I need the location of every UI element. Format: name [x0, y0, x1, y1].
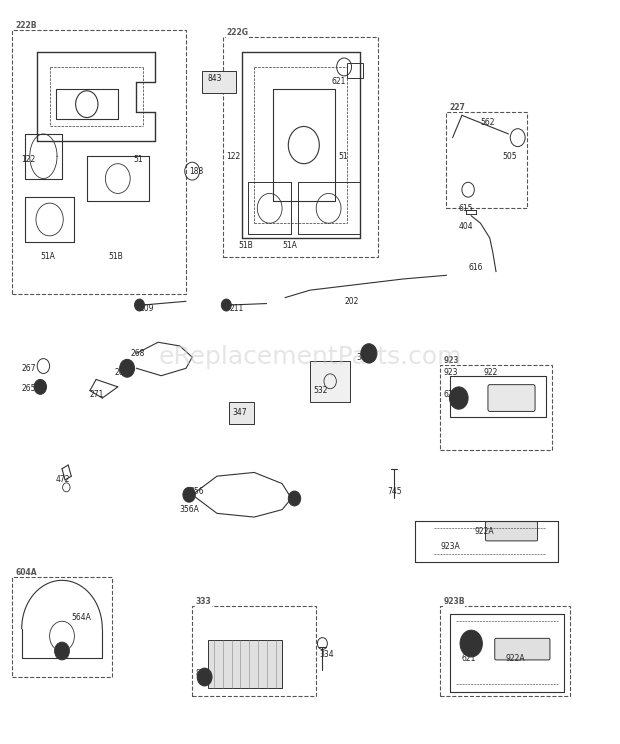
Text: 562: 562 — [480, 118, 495, 127]
Text: 745: 745 — [388, 487, 402, 496]
Text: 211: 211 — [229, 304, 244, 313]
FancyBboxPatch shape — [488, 385, 535, 411]
Text: 271: 271 — [90, 390, 104, 399]
Text: 923: 923 — [443, 356, 459, 365]
Circle shape — [450, 387, 468, 409]
Circle shape — [135, 299, 144, 311]
FancyBboxPatch shape — [310, 361, 350, 402]
Text: 923B: 923B — [443, 597, 465, 606]
Circle shape — [361, 344, 377, 363]
Text: 532: 532 — [313, 386, 327, 395]
Text: 222G: 222G — [226, 28, 248, 37]
Text: 269: 269 — [115, 368, 129, 376]
Text: 209: 209 — [140, 304, 154, 313]
Text: 604A: 604A — [16, 568, 37, 577]
Text: 341: 341 — [356, 353, 371, 362]
Circle shape — [221, 299, 231, 311]
Text: 334: 334 — [319, 650, 334, 659]
Text: 267: 267 — [22, 364, 36, 373]
FancyBboxPatch shape — [202, 71, 236, 93]
FancyBboxPatch shape — [208, 640, 282, 688]
Text: 222B: 222B — [16, 21, 37, 30]
Text: 188: 188 — [189, 167, 203, 176]
Circle shape — [460, 630, 482, 657]
Text: 51A: 51A — [282, 241, 297, 250]
Text: 356: 356 — [189, 487, 204, 496]
Text: 51B: 51B — [239, 241, 254, 250]
FancyBboxPatch shape — [229, 402, 254, 424]
Text: 51B: 51B — [108, 252, 123, 261]
Text: 202: 202 — [344, 297, 358, 306]
Circle shape — [34, 379, 46, 394]
Text: 505: 505 — [502, 152, 517, 161]
Text: 621: 621 — [443, 390, 458, 399]
Text: eReplacementParts.com: eReplacementParts.com — [158, 345, 462, 369]
Text: 621: 621 — [462, 654, 476, 663]
Text: 922A: 922A — [474, 527, 494, 536]
Text: 51: 51 — [338, 152, 348, 161]
Text: 851: 851 — [195, 669, 210, 678]
Circle shape — [120, 359, 135, 377]
Text: 356A: 356A — [180, 505, 200, 514]
Text: 564A: 564A — [71, 613, 91, 622]
Text: 843: 843 — [208, 74, 222, 83]
Text: 615: 615 — [459, 204, 473, 213]
Circle shape — [197, 668, 212, 686]
Text: 122: 122 — [226, 152, 241, 161]
Text: 51: 51 — [133, 155, 143, 164]
Text: 265: 265 — [22, 384, 36, 393]
Circle shape — [288, 491, 301, 506]
Text: 268: 268 — [130, 349, 144, 358]
Text: 621: 621 — [332, 77, 346, 86]
FancyBboxPatch shape — [485, 522, 538, 541]
Text: 923A: 923A — [440, 542, 460, 551]
Text: 227: 227 — [450, 103, 466, 112]
Text: 333: 333 — [195, 597, 211, 606]
FancyBboxPatch shape — [495, 638, 550, 660]
Text: 923: 923 — [443, 368, 458, 376]
Text: 347: 347 — [232, 408, 247, 417]
Text: 404: 404 — [459, 222, 474, 231]
Text: 922: 922 — [484, 368, 498, 376]
Text: 122: 122 — [22, 155, 36, 164]
Text: 472: 472 — [56, 475, 70, 484]
Text: 616: 616 — [468, 263, 482, 272]
Circle shape — [183, 487, 195, 502]
Circle shape — [55, 642, 69, 660]
Text: 51A: 51A — [40, 252, 55, 261]
Text: 922A: 922A — [505, 654, 525, 663]
